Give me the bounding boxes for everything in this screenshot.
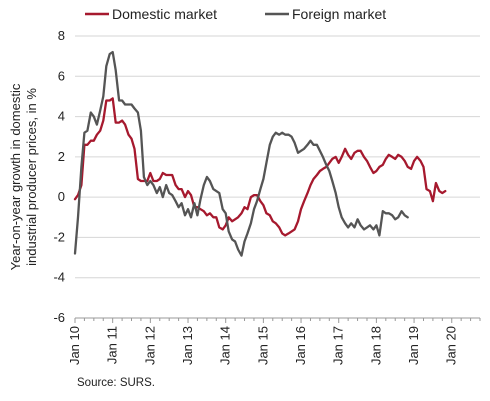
x-tick-label: Jan 15 — [255, 326, 270, 365]
y-tick-label: 4 — [58, 109, 65, 124]
x-axis: Jan 10 Jan 11 Jan 12 Jan 13 Jan 14 Jan 15 Jan … — [67, 317, 481, 365]
x-tick-label: Jan 10 — [67, 326, 82, 365]
series-line-domestic-market — [73, 97, 447, 237]
y-axis-ticks: -6 -4 -2 0 2 4 6 8 — [53, 28, 65, 325]
x-tick-label: Jan 20 — [444, 326, 459, 365]
y-axis-title-line: Year-on-year growth in domestic — [8, 83, 23, 270]
x-tick-label: Jan 17 — [331, 326, 346, 365]
y-tick-label: 2 — [58, 149, 65, 164]
y-tick-label: -2 — [53, 229, 65, 244]
x-tick-label: Jan 13 — [180, 326, 195, 365]
y-tick-label: 0 — [58, 189, 65, 204]
x-tick-label: Jan 14 — [218, 326, 233, 365]
legend-label: Domestic market — [112, 6, 217, 22]
x-tick-label: Jan 11 — [105, 326, 120, 364]
y-axis-label: Year-on-year growth in domestic industria… — [8, 83, 39, 270]
x-tick-label: Jan 12 — [142, 326, 157, 365]
y-tick-label: -4 — [53, 270, 65, 285]
y-tick-label: 6 — [58, 68, 65, 83]
source-note: Source: SURS. — [77, 377, 155, 389]
y-axis-title-line: industrial producer prices, in % — [24, 88, 39, 266]
y-tick-label: 8 — [58, 28, 65, 43]
legend: Domestic market Foreign market — [85, 6, 386, 22]
series-lines — [73, 50, 447, 257]
x-tick-label: Jan 16 — [293, 326, 308, 365]
y-tick-label: -6 — [53, 310, 65, 325]
legend-label: Foreign market — [292, 6, 386, 22]
x-tick-label: Jan 19 — [406, 326, 421, 365]
grid-lines — [75, 35, 480, 319]
series-line-foreign-market — [73, 50, 409, 257]
x-tick-label: Jan 18 — [368, 326, 383, 365]
